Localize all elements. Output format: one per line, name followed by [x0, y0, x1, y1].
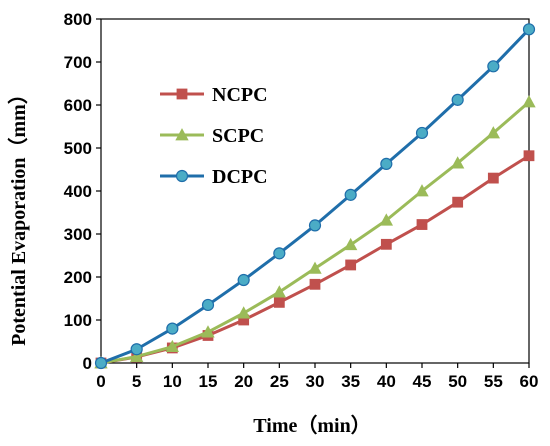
- data-point-ncpc: [273, 296, 285, 308]
- legend: NCPC SCPC DCPC: [160, 84, 268, 188]
- data-point-dcpc: [487, 60, 500, 73]
- y-axis-title: Potential Evaporation（mm）: [7, 84, 30, 346]
- data-point-dcpc: [237, 273, 250, 287]
- data-point-scpc: [379, 213, 394, 226]
- data-point-scpc: [486, 126, 501, 139]
- data-point-scpc: [522, 95, 536, 108]
- plot-frame: [100, 18, 530, 364]
- data-point-scpc: [201, 325, 215, 338]
- legend-marker-ncpc: [176, 88, 188, 100]
- x-tick-label: 15: [199, 372, 218, 391]
- data-point-dcpc: [94, 356, 108, 370]
- x-tick-label: 0: [96, 372, 105, 391]
- x-tick-label: 30: [306, 372, 325, 391]
- series-layer: [94, 23, 536, 370]
- data-point-scpc: [272, 285, 287, 298]
- legend-item-scpc: SCPC: [160, 125, 264, 147]
- data-point-scpc: [236, 306, 251, 319]
- legend-item-ncpc: NCPC: [160, 84, 268, 106]
- data-point-scpc: [415, 184, 429, 197]
- y-tick-label: 100: [64, 311, 92, 330]
- x-tick-label: 40: [377, 372, 396, 391]
- x-tick-label: 25: [270, 372, 289, 391]
- data-point-scpc: [129, 349, 144, 362]
- plot-border: [100, 18, 530, 364]
- x-tick-label: 5: [132, 372, 141, 391]
- y-axis-ticks: 0 100 200 300 400 500 600 700 800: [64, 10, 101, 373]
- series-dcpc: [94, 23, 536, 370]
- data-point-ncpc: [345, 259, 357, 271]
- data-point-ncpc: [416, 219, 428, 230]
- y-tick-label: 600: [64, 96, 92, 115]
- data-point-dcpc: [344, 188, 357, 201]
- data-point-scpc: [308, 261, 322, 274]
- data-point-dcpc: [522, 23, 536, 36]
- y-tick-label: 200: [64, 268, 92, 287]
- x-axis-ticks: 0 5 10 15 20 25 30 35 40 45 50 55 60: [96, 363, 538, 391]
- y-tick-label: 0: [83, 354, 92, 373]
- x-tick-label: 20: [234, 372, 253, 391]
- data-point-ncpc: [487, 172, 499, 184]
- data-point-dcpc: [415, 126, 429, 140]
- legend-label-scpc: SCPC: [212, 125, 264, 147]
- series-line-scpc: [100, 100, 530, 365]
- data-point-scpc: [165, 339, 180, 353]
- y-tick-label: 300: [64, 225, 92, 244]
- x-tick-label: 55: [484, 372, 503, 391]
- x-axis-title: Time（min）: [253, 414, 370, 437]
- data-point-ncpc: [380, 238, 392, 250]
- y-tick-label: 500: [64, 139, 92, 158]
- data-point-dcpc: [451, 93, 464, 106]
- legend-label-ncpc: NCPC: [212, 84, 268, 106]
- x-tick-label: 10: [163, 372, 182, 391]
- data-point-scpc: [450, 156, 465, 169]
- data-point-dcpc: [166, 322, 179, 335]
- x-tick-label: 45: [413, 372, 432, 391]
- data-point-dcpc: [201, 298, 215, 312]
- series-scpc: [94, 95, 536, 369]
- legend-label-dcpc: DCPC: [212, 166, 268, 188]
- legend-item-dcpc: DCPC: [160, 166, 268, 188]
- x-tick-label: 60: [520, 372, 539, 391]
- data-point-ncpc: [523, 150, 535, 162]
- data-point-dcpc: [308, 219, 322, 232]
- legend-marker-scpc: [175, 128, 189, 141]
- data-point-ncpc: [309, 278, 321, 290]
- data-point-dcpc: [273, 247, 286, 260]
- x-tick-label: 35: [341, 372, 360, 391]
- legend-marker-dcpc: [175, 169, 189, 183]
- y-tick-label: 700: [64, 53, 92, 72]
- data-point-ncpc: [452, 196, 464, 208]
- data-point-dcpc: [130, 343, 143, 356]
- y-tick-label: 400: [64, 182, 92, 201]
- data-point-dcpc: [380, 157, 393, 171]
- data-point-scpc: [343, 237, 358, 251]
- y-tick-label: 800: [64, 10, 92, 29]
- x-tick-label: 50: [448, 372, 467, 391]
